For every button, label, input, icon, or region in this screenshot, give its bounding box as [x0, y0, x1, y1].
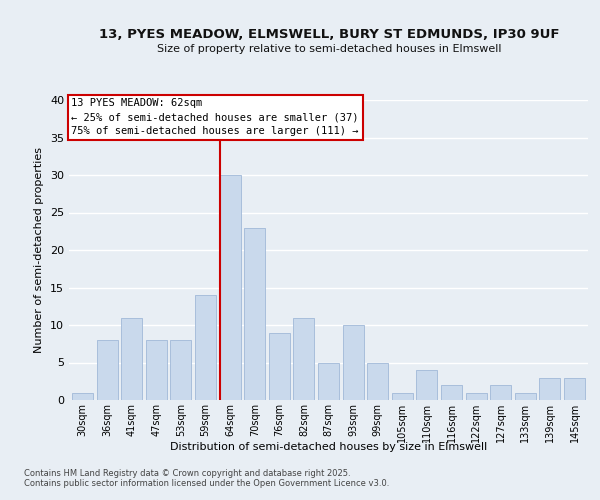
Bar — [466, 392, 487, 400]
Bar — [441, 385, 462, 400]
Bar — [367, 362, 388, 400]
Bar — [146, 340, 167, 400]
Bar — [170, 340, 191, 400]
Bar — [343, 325, 364, 400]
Bar — [515, 392, 536, 400]
Bar — [269, 332, 290, 400]
Bar — [564, 378, 585, 400]
Bar — [220, 175, 241, 400]
Bar — [293, 318, 314, 400]
Text: Contains HM Land Registry data © Crown copyright and database right 2025.
Contai: Contains HM Land Registry data © Crown c… — [24, 469, 389, 488]
Text: Distribution of semi-detached houses by size in Elmswell: Distribution of semi-detached houses by … — [170, 442, 487, 452]
Bar — [392, 392, 413, 400]
Text: 13 PYES MEADOW: 62sqm
← 25% of semi-detached houses are smaller (37)
75% of semi: 13 PYES MEADOW: 62sqm ← 25% of semi-deta… — [71, 98, 359, 136]
Bar — [97, 340, 118, 400]
Text: 13, PYES MEADOW, ELMSWELL, BURY ST EDMUNDS, IP30 9UF: 13, PYES MEADOW, ELMSWELL, BURY ST EDMUN… — [98, 28, 559, 40]
Bar — [121, 318, 142, 400]
Y-axis label: Number of semi-detached properties: Number of semi-detached properties — [34, 147, 44, 353]
Bar — [416, 370, 437, 400]
Bar — [244, 228, 265, 400]
Bar — [490, 385, 511, 400]
Bar — [72, 392, 93, 400]
Bar — [539, 378, 560, 400]
Bar — [318, 362, 339, 400]
Text: Size of property relative to semi-detached houses in Elmswell: Size of property relative to semi-detach… — [157, 44, 501, 54]
Bar — [195, 295, 216, 400]
